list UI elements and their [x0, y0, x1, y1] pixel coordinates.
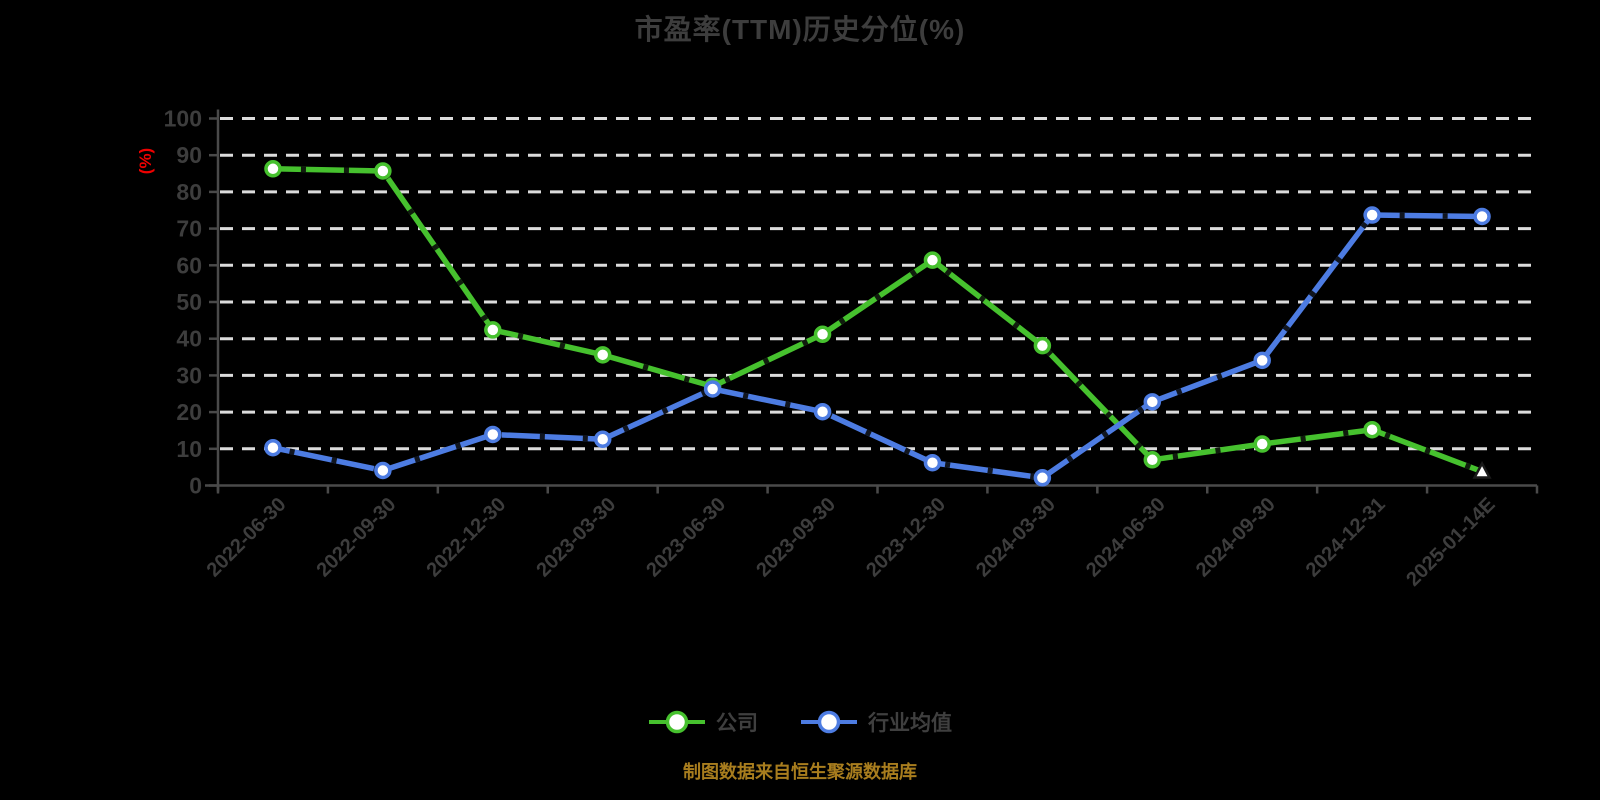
y-tick-label-40: 40: [176, 326, 202, 352]
y-tick-label-70: 70: [176, 216, 202, 242]
data-source-caption: 制图数据来自恒生聚源数据库: [683, 762, 917, 782]
y-tick-label-100: 100: [164, 106, 202, 132]
legend-item-company[interactable]: 公司: [648, 707, 758, 737]
data-point-0-3[interactable]: [593, 346, 612, 364]
data-point-1-2[interactable]: [484, 425, 502, 444]
y-tick-label-30: 30: [176, 362, 202, 388]
legend-label-industry-average: 行业均值: [868, 712, 952, 735]
y-tick-label-60: 60: [176, 252, 202, 278]
data-point-0-0[interactable]: [264, 160, 282, 178]
y-tick-label-20: 20: [176, 399, 202, 425]
data-point-1-3[interactable]: [593, 430, 612, 449]
industry-average-line-marker-icon: [801, 710, 857, 734]
data-point-0-10[interactable]: [1363, 420, 1381, 439]
x-tick-label-2024-12-31: 2024-12-31: [1302, 493, 1390, 581]
data-point-1-6[interactable]: [923, 453, 942, 472]
legend-item-industry-average[interactable]: 行业均值: [800, 707, 952, 737]
data-point-0-8[interactable]: [1143, 451, 1162, 469]
chart-legend: 公司 行业均值: [0, 700, 1600, 744]
data-point-1-10[interactable]: [1363, 206, 1381, 224]
x-tick-label-2023-03-30: 2023-03-30: [532, 493, 620, 581]
x-tick-label-2022-06-30: 2022-06-30: [203, 493, 291, 581]
series-line-dash-texture-0: [272, 166, 1484, 475]
y-tick-label-0: 0: [189, 473, 202, 499]
x-tick-label-2023-09-30: 2023-09-30: [752, 493, 840, 581]
data-point-1-9[interactable]: [1253, 351, 1271, 370]
x-tick-label-2023-12-30: 2023-12-30: [862, 493, 950, 581]
data-point-0-1[interactable]: [374, 162, 392, 180]
data-point-0-6[interactable]: [923, 251, 942, 269]
data-point-1-5[interactable]: [813, 402, 832, 421]
x-tick-label-2022-12-30: 2022-12-30: [422, 493, 510, 581]
legend-label-company: 公司: [716, 712, 758, 735]
y-tick-label-50: 50: [176, 289, 202, 315]
y-tick-label-10: 10: [176, 436, 202, 462]
x-tick-label-2025-01-14E: 2025-01-14E: [1402, 493, 1499, 590]
data-point-1-8[interactable]: [1143, 393, 1162, 411]
x-tick-label-2024-03-30: 2024-03-30: [972, 493, 1060, 581]
data-point-1-4[interactable]: [703, 380, 722, 398]
data-point-0-2[interactable]: [484, 321, 502, 339]
company-line-marker-icon: [649, 710, 705, 734]
y-axis-unit-label: (%): [136, 148, 155, 174]
data-point-0-11[interactable]: [1472, 460, 1492, 479]
chart-title: 市盈率(TTM)历史分位(%): [634, 14, 966, 45]
data-point-0-9[interactable]: [1253, 435, 1271, 453]
series-line-0: [270, 166, 1485, 475]
data-point-1-7[interactable]: [1033, 469, 1052, 487]
data-point-1-11[interactable]: [1473, 207, 1491, 226]
x-tick-label-2022-09-30: 2022-09-30: [313, 493, 401, 581]
y-tick-label-90: 90: [176, 142, 202, 168]
data-point-0-5[interactable]: [813, 325, 832, 344]
x-tick-label-2024-06-30: 2024-06-30: [1082, 493, 1170, 581]
x-tick-label-2024-09-30: 2024-09-30: [1192, 493, 1280, 581]
x-tick-label-2023-06-30: 2023-06-30: [642, 493, 730, 581]
data-point-0-7[interactable]: [1033, 336, 1052, 355]
data-point-1-0[interactable]: [264, 438, 282, 457]
series-line-1: [270, 212, 1485, 481]
y-tick-label-80: 80: [176, 179, 202, 205]
data-point-1-1[interactable]: [374, 461, 392, 480]
